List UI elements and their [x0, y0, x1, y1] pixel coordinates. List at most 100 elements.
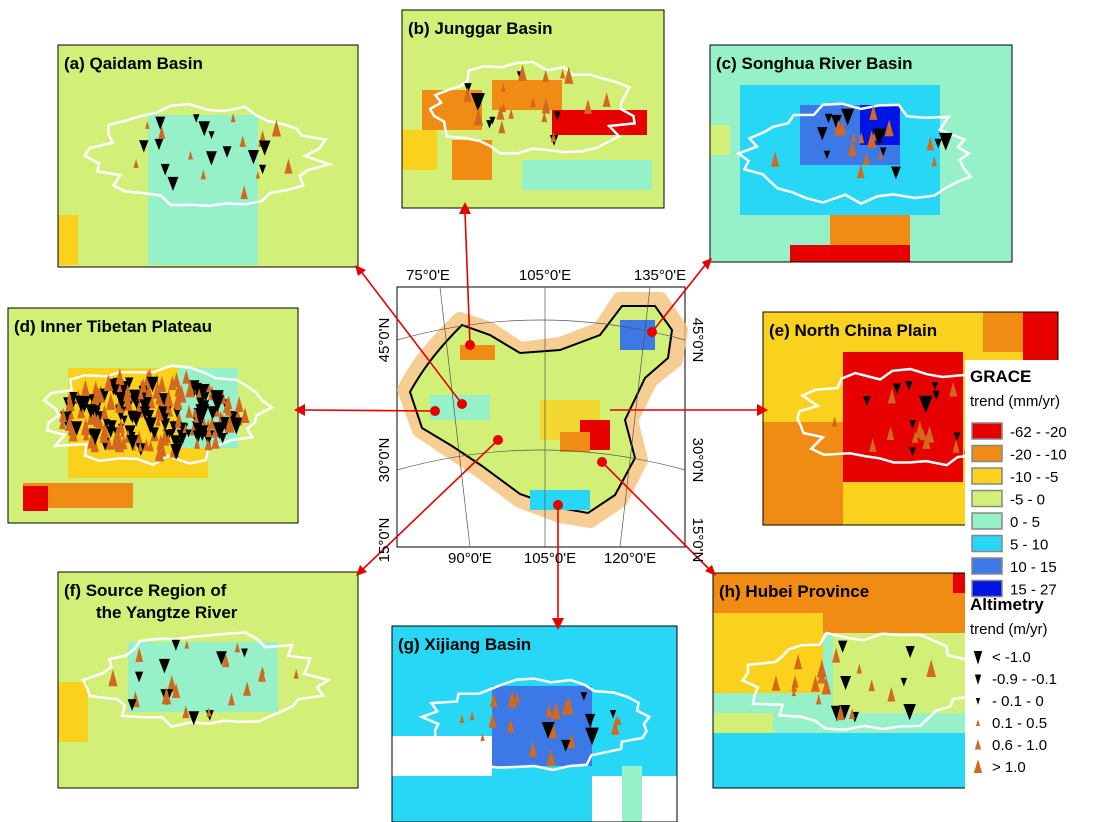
arrows	[301, 211, 760, 622]
station-marker	[182, 705, 190, 719]
station-marker	[518, 64, 527, 81]
grid-cell	[23, 486, 48, 511]
panel-frame	[7, 307, 299, 524]
basin-boundary	[740, 631, 990, 731]
longitude-label: 135°0'E	[634, 267, 686, 284]
station-marker	[489, 692, 498, 707]
station-marker	[207, 441, 213, 450]
station-marker	[135, 647, 144, 663]
legend-swatch	[971, 534, 1003, 553]
latitude-label: 15°0'N	[376, 518, 393, 563]
latitude-label: 45°0'N	[376, 318, 393, 363]
station-marker	[117, 419, 125, 433]
station-marker	[583, 98, 592, 114]
legend-symbol	[974, 739, 982, 750]
station-marker	[258, 164, 267, 175]
longitude-label: 120°0'E	[604, 550, 656, 567]
station-marker	[99, 426, 109, 443]
station-marker	[188, 711, 200, 726]
graticule	[396, 286, 686, 548]
panel-title: (b) Junggar Basin	[408, 19, 553, 38]
station-marker	[171, 682, 181, 698]
station-marker	[194, 437, 201, 449]
station-marker	[585, 727, 599, 746]
station-marker	[96, 387, 101, 396]
station-marker	[239, 135, 246, 147]
station-marker	[903, 703, 916, 721]
longitude-label: 105°0'E	[524, 550, 576, 567]
station-marker	[247, 150, 259, 165]
station-marker	[167, 176, 179, 192]
station-marker	[170, 435, 181, 450]
station-marker	[293, 668, 299, 679]
station-marker	[91, 390, 100, 406]
station-marker	[196, 388, 202, 398]
station-marker	[154, 138, 164, 151]
station-marker	[564, 66, 574, 84]
station-marker	[134, 671, 144, 683]
legend-label: -62 - -20	[1010, 424, 1067, 441]
station-marker	[184, 640, 190, 649]
panel-title: (d) Inner Tibetan Plateau	[14, 317, 212, 336]
legend-symbol	[975, 719, 981, 726]
station-marker	[869, 104, 878, 120]
station-marker	[489, 116, 496, 125]
station-marker	[123, 384, 133, 402]
station-marker	[182, 369, 191, 384]
station-marker	[113, 425, 122, 442]
station-marker	[198, 121, 210, 137]
basin-boundary	[83, 102, 334, 208]
station-marker	[147, 439, 154, 452]
station-marker	[196, 425, 209, 442]
station-marker	[877, 150, 883, 160]
station-marker	[202, 392, 210, 402]
station-marker	[192, 114, 200, 123]
station-marker	[216, 651, 227, 666]
legend-label: 0 - 5	[1010, 514, 1040, 531]
station-marker	[144, 409, 155, 422]
station-marker	[201, 400, 210, 411]
legend-symbol	[973, 651, 983, 665]
legend-label: 0.1 - 0.5	[992, 715, 1047, 732]
central-map	[396, 286, 688, 548]
station-marker	[106, 420, 117, 434]
station-marker	[550, 131, 557, 143]
station-marker	[900, 677, 908, 687]
station-marker	[82, 401, 89, 410]
station-marker	[463, 87, 472, 102]
station-marker	[218, 410, 223, 419]
basin-boundary	[42, 364, 275, 467]
station-marker	[220, 417, 229, 428]
station-marker	[83, 428, 90, 441]
panel-title: (c) Songhua River Basin	[716, 54, 912, 73]
station-marker	[912, 430, 919, 443]
station-marker	[953, 432, 961, 442]
station-marker	[602, 92, 611, 107]
station-marker	[168, 407, 174, 417]
station-marker	[770, 151, 780, 167]
station-marker	[59, 407, 67, 422]
grid-cell	[392, 736, 492, 776]
grid-cell	[58, 682, 88, 742]
station-marker	[208, 415, 216, 430]
station-marker	[258, 140, 271, 156]
station-marker	[931, 381, 939, 391]
panel-frame	[709, 44, 1013, 263]
station-marker	[610, 718, 620, 735]
station-marker	[234, 642, 241, 653]
latitude-label: 15°0'N	[689, 518, 706, 563]
inset-panel: (c) Songhua River Basin	[709, 44, 1013, 263]
inset-panel: (a) Qaidam Basin	[57, 44, 359, 268]
station-marker	[909, 420, 916, 429]
station-marker	[837, 640, 848, 653]
station-marker	[541, 97, 551, 114]
legend-label: 0.6 - 1.0	[992, 737, 1047, 754]
station-marker	[488, 712, 497, 728]
station-marker	[498, 120, 506, 134]
legend-swatch	[971, 489, 1003, 508]
station-marker	[67, 423, 75, 436]
station-marker	[100, 404, 109, 420]
station-marker	[118, 374, 124, 383]
panel-frame	[57, 44, 359, 268]
station-marker	[271, 119, 282, 137]
